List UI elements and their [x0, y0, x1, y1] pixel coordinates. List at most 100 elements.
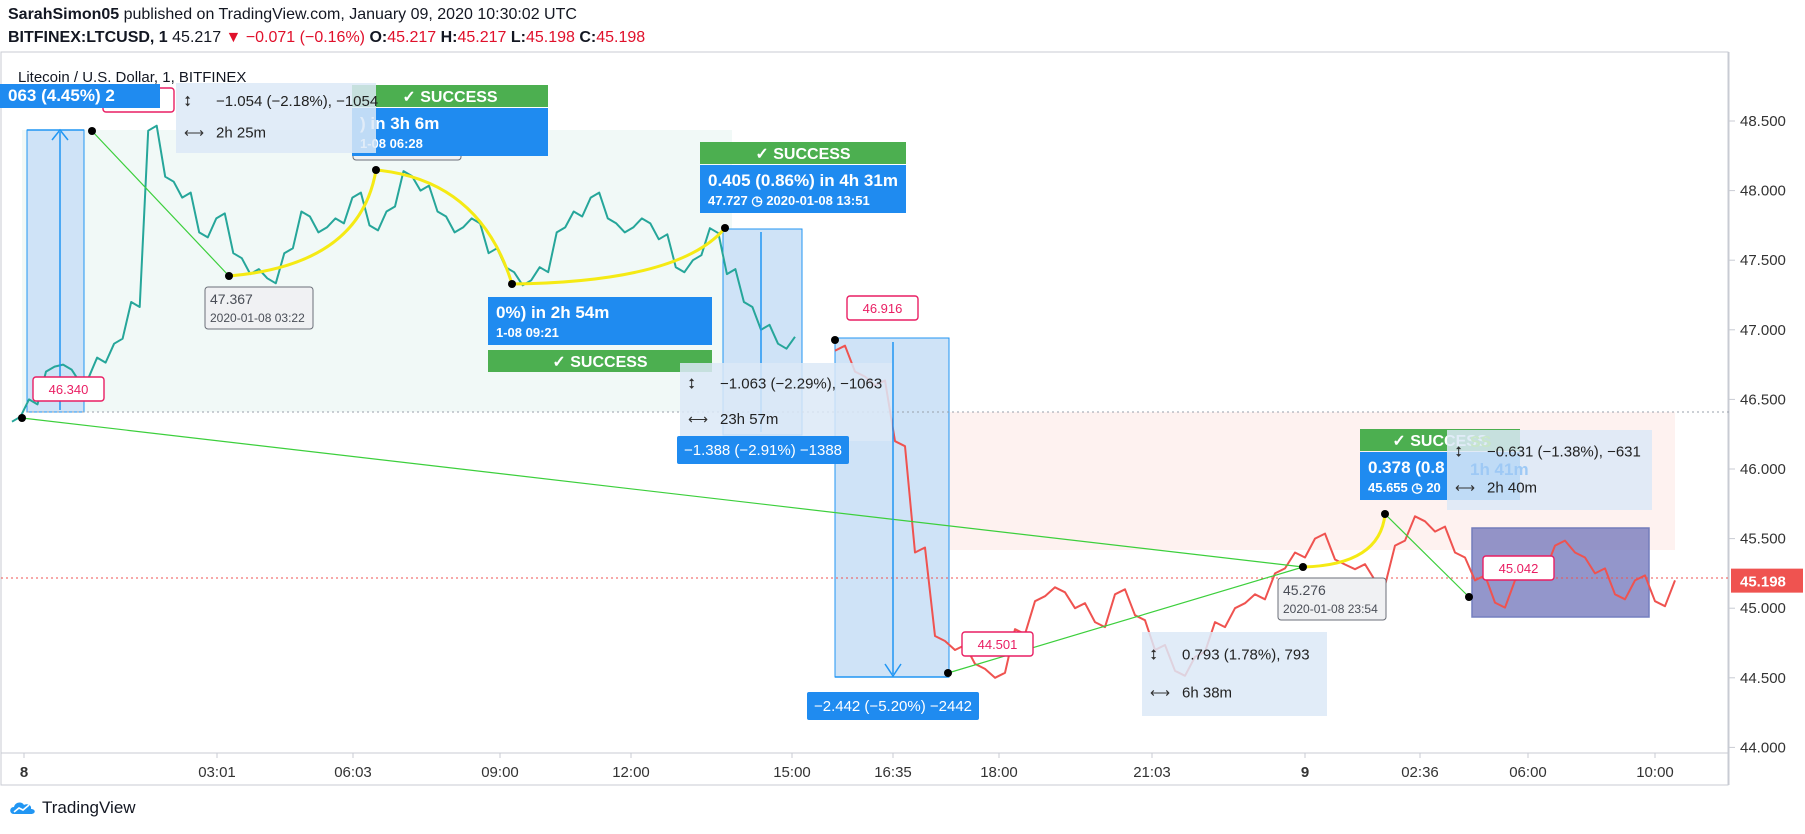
horizontal-range-icon: ⟷	[184, 125, 204, 141]
callout-line1: 0.405 (0.86%) in 4h 31m	[708, 171, 898, 190]
horizontal-range-icon: ⟷	[1150, 685, 1170, 701]
x-tick-label: 09:00	[481, 764, 519, 781]
measure-box	[1447, 430, 1652, 510]
tradingview-cloud-icon	[10, 802, 35, 814]
success-banner	[488, 350, 712, 372]
anchor-point	[831, 336, 839, 344]
drawings: 46.34048.43046.91644.50145.04247.3672020…	[0, 83, 1652, 720]
y-tick-label: 48.000	[1740, 183, 1786, 200]
measure-time-text: 2h 25m	[216, 125, 266, 142]
price-change: −0.071 (−0.16%)	[245, 29, 366, 46]
anchor-point	[944, 669, 952, 677]
point-label-price: 47.367	[210, 291, 253, 307]
x-tick-label: 18:00	[980, 764, 1018, 781]
projection-arc	[1302, 513, 1387, 569]
vertical-range-icon: ⭥	[1150, 647, 1158, 663]
x-tick-label: 02:36	[1401, 764, 1439, 781]
price-label-text: 44.501	[978, 637, 1018, 652]
trend-line	[21, 417, 1304, 568]
open-label: O:	[365, 29, 388, 46]
y-tick-label: 48.500	[1740, 113, 1786, 130]
price-label-text: 46.340	[49, 382, 89, 397]
anchor-point	[18, 414, 26, 422]
anchor-point	[225, 272, 233, 280]
anchor-point	[508, 280, 516, 288]
horizontal-range-icon: ⟷	[688, 411, 708, 427]
symbol-label: BITFINEX:LTCUSD, 1	[8, 29, 168, 46]
y-tick-label: 47.000	[1740, 322, 1786, 339]
green-price-series	[11, 124, 796, 423]
x-tick-label: 15:00	[773, 764, 811, 781]
anchor-point	[372, 166, 380, 174]
measure-time-text: 23h 57m	[720, 411, 778, 428]
trend-line	[1384, 513, 1470, 598]
high-label: H:	[436, 29, 458, 46]
y-tick-label: 46.000	[1740, 461, 1786, 478]
range-label-text: −2.442 (−5.20%) −2442	[814, 698, 972, 715]
price-axis: 44.000 44.500 45.000 45.500 46.000 46.500 47.0…	[1729, 113, 1803, 756]
measure-range-text: −1.063 (−2.29%), −1063	[720, 376, 882, 393]
projection-arc	[511, 227, 727, 286]
measure-box	[1142, 632, 1327, 716]
measure-range-text: −0.631 (−1.38%), −631	[1487, 443, 1641, 460]
anchor-point	[88, 127, 96, 135]
projection-arc	[375, 168, 514, 285]
success-text: ✓ SUCCESS	[402, 89, 498, 106]
horizontal-range-icon: ⟷	[1455, 479, 1475, 495]
price-label-box	[1482, 555, 1555, 581]
measure-range-text: −1.054 (−2.18%), −1054	[216, 93, 378, 110]
publish-info: published on TradingView.com, January 09…	[119, 6, 577, 23]
x-tick-label: 9	[1301, 764, 1309, 781]
publisher-name: SarahSimon05	[8, 6, 120, 23]
anchor-point	[1299, 563, 1307, 571]
x-tick-label: 03:01	[198, 764, 236, 781]
low-value: 45.198	[525, 29, 575, 46]
chart-title: Litecoin / U.S. Dollar, 1, BITFINEX	[18, 69, 246, 86]
success-banner	[352, 85, 548, 107]
vertical-range-icon: ⭥	[184, 93, 192, 109]
last-price-badge	[1731, 568, 1803, 593]
success-banner	[700, 142, 906, 164]
partial-text: 1h 41m	[1470, 460, 1529, 479]
y-tick-label: 45.500	[1740, 531, 1786, 548]
x-tick-label: 06:00	[1509, 764, 1547, 781]
point-label-date: 2020-01-08 03:22	[210, 311, 305, 325]
vertical-range-icon: ⭥	[1455, 443, 1463, 459]
partial-text: SS	[1470, 434, 1492, 451]
measure-box	[680, 363, 892, 441]
measure-time-text: 2h 40m	[1487, 479, 1537, 496]
x-tick-label: 10:00	[1636, 764, 1674, 781]
target-callout	[352, 108, 548, 156]
vertical-range-icon: ⭥	[688, 376, 696, 392]
tradingview-logo[interactable]: TradingView	[8, 798, 136, 818]
point-label-price: 45.276	[1283, 582, 1326, 598]
success-text: ✓ SUCCESS	[755, 146, 851, 163]
price-label-text: 46.916	[863, 301, 903, 316]
anchor-point	[1465, 593, 1473, 601]
price-label-box	[961, 631, 1034, 657]
price-label-box	[32, 376, 105, 402]
x-tick-label: 8	[20, 764, 28, 781]
callout-line1: ) in 3h 6m	[360, 114, 439, 133]
target-callout	[0, 84, 160, 108]
arrow-head	[884, 663, 902, 678]
target-callout	[488, 297, 712, 345]
point-label-box	[204, 286, 314, 330]
price-label-box	[846, 295, 919, 321]
down-triangle-icon: ▼	[225, 29, 246, 46]
last-price-text: 45.198	[1740, 574, 1786, 591]
x-tick-label: 21:03	[1133, 764, 1171, 781]
ohlc-line: BITFINEX:LTCUSD, 1 45.217 ▼ −0.071 (−0.1…	[8, 29, 645, 47]
anchor-point	[721, 224, 729, 232]
trend-line	[91, 130, 230, 277]
y-tick-label: 44.000	[1740, 739, 1786, 756]
x-tick-label: 06:03	[334, 764, 372, 781]
price-label-text: 45.042	[1499, 561, 1539, 576]
callout-line1: 0%) in 2h 54m	[496, 303, 609, 322]
y-tick-label: 44.500	[1740, 670, 1786, 687]
publisher-line: SarahSimon05 published on TradingView.co…	[8, 6, 577, 24]
y-tick-label: 45.000	[1740, 600, 1786, 617]
callout-line2: 45.655 ◷ 20	[1368, 480, 1441, 495]
high-value: 45.217	[457, 29, 507, 46]
